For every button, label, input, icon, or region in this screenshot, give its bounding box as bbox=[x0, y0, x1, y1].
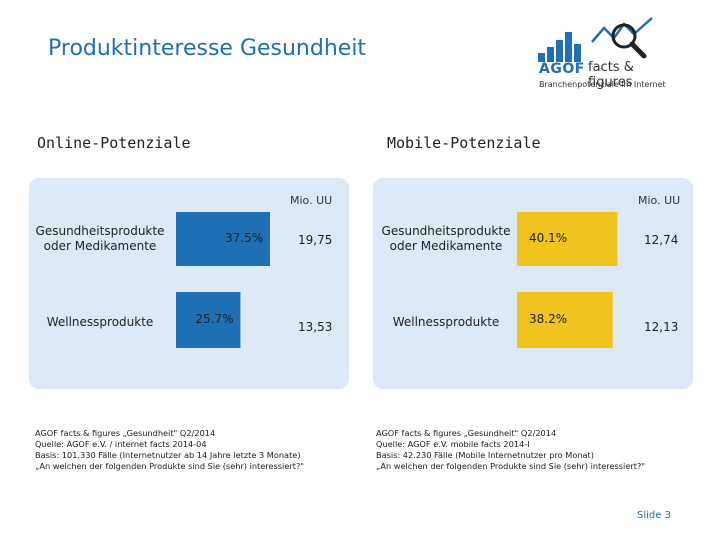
mobile-unit-label: Mio. UU bbox=[638, 194, 681, 207]
source-line: Basis: 101.330 Fälle (Internetnutzer ab … bbox=[35, 450, 301, 460]
source-line: „An welchen der folgenden Produkte sind … bbox=[376, 461, 646, 471]
page-title: Produktinteresse Gesundheit bbox=[48, 36, 367, 61]
source-line: Basis: 42.230 Fälle (Mobile Internetnutz… bbox=[376, 450, 594, 460]
online-value-label: 25.7% bbox=[195, 312, 234, 326]
online-value-label: 37.5% bbox=[225, 231, 264, 245]
mobile-absolute-value: 12,74 bbox=[644, 233, 679, 247]
logo-tagline: Branchenpotenziale im Internet bbox=[539, 80, 666, 89]
source-line: AGOF facts & figures „Gesundheit" Q2/201… bbox=[376, 428, 557, 438]
source-line: AGOF facts & figures „Gesundheit" Q2/201… bbox=[35, 428, 216, 438]
agof-logo: AGOF facts & figures Branchenpotenziale … bbox=[538, 14, 678, 90]
online-category-label: Wellnessprodukte bbox=[46, 315, 154, 329]
mobile-bar bbox=[517, 212, 618, 266]
online-unit-label: Mio. UU bbox=[290, 194, 333, 207]
source-line: Quelle: AGOF e.V. mobile facts 2014-I bbox=[376, 439, 530, 449]
online-bar bbox=[176, 212, 270, 266]
online-heading: Online-Potenziale bbox=[37, 134, 191, 152]
slide-number: Slide 3 bbox=[637, 510, 671, 521]
mobile-value-label: 40.1% bbox=[529, 231, 568, 245]
source-line: „An welchen der folgenden Produkte sind … bbox=[35, 461, 305, 471]
mobile-value-label: 38.2% bbox=[529, 312, 568, 326]
source-line: Quelle: AGOF e.V. / internet facts 2014-… bbox=[35, 439, 207, 449]
online-bar bbox=[176, 292, 241, 348]
mobile-absolute-value: 12,13 bbox=[644, 320, 679, 334]
online-source-note: AGOF facts & figures „Gesundheit" Q2/201… bbox=[35, 428, 304, 472]
mobile-category-label: Gesundheitsprodukte oder Medikamente bbox=[381, 224, 511, 253]
online-absolute-value: 19,75 bbox=[298, 233, 333, 247]
logo-word: AGOF bbox=[539, 61, 585, 77]
logo-facts: facts & figures bbox=[588, 60, 634, 90]
mobile-category-label: Wellnessprodukte bbox=[392, 315, 500, 329]
magnifier-icon bbox=[591, 17, 653, 59]
mobile-heading: Mobile-Potenziale bbox=[387, 134, 541, 152]
online-absolute-value: 13,53 bbox=[298, 320, 333, 334]
bar-chart-icon bbox=[538, 30, 583, 62]
mobile-bar bbox=[517, 292, 613, 348]
online-category-label: Gesundheitsprodukte oder Medikamente bbox=[35, 224, 165, 253]
mobile-source-note: AGOF facts & figures „Gesundheit" Q2/201… bbox=[376, 428, 645, 472]
